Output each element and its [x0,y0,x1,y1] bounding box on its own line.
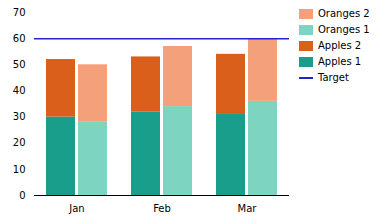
html-text:Target: Target [318,72,349,83]
svg-text:Jan: Jan [68,203,84,214]
html-text:Oranges 1: Oranges 1 [318,24,370,35]
html-text:Oranges 2: Oranges 2 [318,8,370,19]
html-text:Apples 2: Apples 2 [318,40,362,51]
html-text:Apples 1: Apples 1 [318,56,362,67]
svg-text:60: 60 [13,33,26,44]
svg-text:0: 0 [19,190,25,201]
svg-text:70: 70 [13,7,26,18]
svg-text:40: 40 [13,85,26,96]
svg-text:10: 10 [13,164,26,175]
svg-text:Feb: Feb [153,203,171,214]
svg-text:30: 30 [13,111,26,122]
svg-text:Mar: Mar [238,203,258,214]
svg-text:50: 50 [13,59,26,70]
svg-text:20: 20 [13,137,26,148]
